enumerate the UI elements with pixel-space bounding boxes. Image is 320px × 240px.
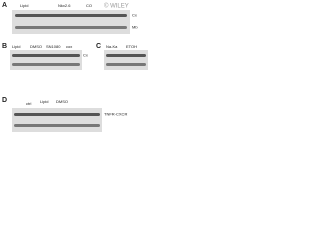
band-label: Cx (132, 13, 137, 18)
blot (12, 108, 102, 132)
blot (104, 50, 148, 70)
lane-header: SN1080 (46, 44, 61, 49)
blot (12, 10, 130, 34)
band (14, 124, 100, 127)
lane-header: cox (66, 44, 72, 49)
panel-label: A (2, 2, 7, 9)
lane-header: ETOH (126, 44, 137, 49)
lane-header: ctrl (26, 101, 31, 106)
panel-label: D (2, 97, 7, 104)
lane-header: Lipid (40, 99, 48, 104)
lane-header: Lipid (20, 3, 28, 8)
lane-header: DMSO (56, 99, 68, 104)
panel-label: B (2, 43, 7, 50)
band (12, 54, 80, 57)
lane-header: Lipid (12, 44, 20, 49)
lane-header: Na-Ka (106, 44, 118, 49)
band (12, 63, 80, 66)
band-label: Mb (132, 25, 138, 30)
watermark: © WILEY (104, 3, 129, 10)
bands (15, 14, 127, 29)
figure: A Lipid Nkx2.6 CO © WILEY Cx Mb B Lipid … (2, 2, 148, 132)
blot (10, 50, 82, 70)
page: {"watermark": "© WILEY", "panels": [ {"l… (0, 0, 150, 138)
band (14, 113, 100, 116)
band-label: Cx (83, 53, 88, 58)
lane-header: CO (86, 3, 92, 8)
panel-label: C (96, 43, 101, 50)
band-label: TNFR-CXCR (104, 112, 127, 117)
lane-header: DMSO (30, 44, 42, 49)
lane-header: Nkx2.6 (58, 3, 71, 8)
band (106, 54, 146, 57)
band (106, 63, 146, 66)
